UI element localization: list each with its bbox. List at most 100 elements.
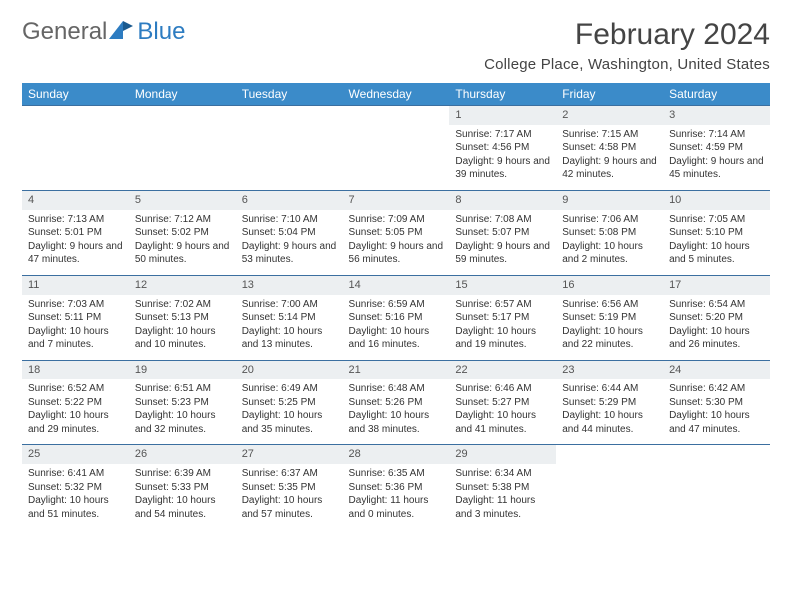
day-number: 18: [22, 361, 129, 380]
day-cell: [22, 106, 129, 191]
day-number: 15: [449, 276, 556, 295]
day-number: 23: [556, 361, 663, 380]
day-cell: 9Sunrise: 7:06 AMSunset: 5:08 PMDaylight…: [556, 190, 663, 275]
week-row: 25Sunrise: 6:41 AMSunset: 5:32 PMDayligh…: [22, 445, 770, 529]
day-cell: 16Sunrise: 6:56 AMSunset: 5:19 PMDayligh…: [556, 275, 663, 360]
day-details: Sunrise: 7:06 AMSunset: 5:08 PMDaylight:…: [556, 210, 663, 275]
day-number: 10: [663, 191, 770, 210]
day-details: Sunrise: 6:52 AMSunset: 5:22 PMDaylight:…: [22, 379, 129, 444]
day-details: Sunrise: 7:05 AMSunset: 5:10 PMDaylight:…: [663, 210, 770, 275]
day-details: Sunrise: 7:14 AMSunset: 4:59 PMDaylight:…: [663, 125, 770, 190]
day-details: Sunrise: 6:59 AMSunset: 5:16 PMDaylight:…: [343, 295, 450, 360]
day-number: 12: [129, 276, 236, 295]
day-cell: 26Sunrise: 6:39 AMSunset: 5:33 PMDayligh…: [129, 445, 236, 529]
month-title: February 2024: [484, 18, 770, 52]
day-number: 16: [556, 276, 663, 295]
day-number: 4: [22, 191, 129, 210]
day-cell: 19Sunrise: 6:51 AMSunset: 5:23 PMDayligh…: [129, 360, 236, 445]
day-details: Sunrise: 7:15 AMSunset: 4:58 PMDaylight:…: [556, 125, 663, 190]
day-number: 27: [236, 445, 343, 464]
day-details: Sunrise: 6:56 AMSunset: 5:19 PMDaylight:…: [556, 295, 663, 360]
day-cell: [129, 106, 236, 191]
title-block: February 2024 College Place, Washington,…: [484, 18, 770, 73]
day-details: Sunrise: 6:51 AMSunset: 5:23 PMDaylight:…: [129, 379, 236, 444]
day-details: Sunrise: 6:57 AMSunset: 5:17 PMDaylight:…: [449, 295, 556, 360]
day-header-row: SundayMondayTuesdayWednesdayThursdayFrid…: [22, 83, 770, 106]
day-details: Sunrise: 7:02 AMSunset: 5:13 PMDaylight:…: [129, 295, 236, 360]
day-cell: 14Sunrise: 6:59 AMSunset: 5:16 PMDayligh…: [343, 275, 450, 360]
day-header: Monday: [129, 83, 236, 106]
day-cell: 23Sunrise: 6:44 AMSunset: 5:29 PMDayligh…: [556, 360, 663, 445]
day-cell: [343, 106, 450, 191]
day-details: Sunrise: 7:03 AMSunset: 5:11 PMDaylight:…: [22, 295, 129, 360]
day-cell: 21Sunrise: 6:48 AMSunset: 5:26 PMDayligh…: [343, 360, 450, 445]
week-row: 11Sunrise: 7:03 AMSunset: 5:11 PMDayligh…: [22, 275, 770, 360]
week-row: 4Sunrise: 7:13 AMSunset: 5:01 PMDaylight…: [22, 190, 770, 275]
day-details: Sunrise: 6:48 AMSunset: 5:26 PMDaylight:…: [343, 379, 450, 444]
logo: General Blue: [22, 18, 185, 46]
day-cell: 29Sunrise: 6:34 AMSunset: 5:38 PMDayligh…: [449, 445, 556, 529]
day-cell: 8Sunrise: 7:08 AMSunset: 5:07 PMDaylight…: [449, 190, 556, 275]
day-details: Sunrise: 6:34 AMSunset: 5:38 PMDaylight:…: [449, 464, 556, 529]
week-row: 1Sunrise: 7:17 AMSunset: 4:56 PMDaylight…: [22, 106, 770, 191]
day-details: Sunrise: 6:42 AMSunset: 5:30 PMDaylight:…: [663, 379, 770, 444]
day-details: Sunrise: 7:00 AMSunset: 5:14 PMDaylight:…: [236, 295, 343, 360]
day-number: 2: [556, 106, 663, 125]
day-cell: 7Sunrise: 7:09 AMSunset: 5:05 PMDaylight…: [343, 190, 450, 275]
calendar-body: 1Sunrise: 7:17 AMSunset: 4:56 PMDaylight…: [22, 106, 770, 530]
day-number: 8: [449, 191, 556, 210]
calendar-table: SundayMondayTuesdayWednesdayThursdayFrid…: [22, 83, 770, 529]
day-header: Friday: [556, 83, 663, 106]
day-cell: 3Sunrise: 7:14 AMSunset: 4:59 PMDaylight…: [663, 106, 770, 191]
logo-text-2: Blue: [137, 18, 185, 46]
day-number: 21: [343, 361, 450, 380]
day-cell: [556, 445, 663, 529]
day-header: Sunday: [22, 83, 129, 106]
day-details: Sunrise: 6:39 AMSunset: 5:33 PMDaylight:…: [129, 464, 236, 529]
day-cell: 6Sunrise: 7:10 AMSunset: 5:04 PMDaylight…: [236, 190, 343, 275]
day-header: Tuesday: [236, 83, 343, 106]
day-details: Sunrise: 6:49 AMSunset: 5:25 PMDaylight:…: [236, 379, 343, 444]
day-number: 20: [236, 361, 343, 380]
day-number: 14: [343, 276, 450, 295]
day-cell: 12Sunrise: 7:02 AMSunset: 5:13 PMDayligh…: [129, 275, 236, 360]
day-number: 6: [236, 191, 343, 210]
day-header: Saturday: [663, 83, 770, 106]
day-header: Wednesday: [343, 83, 450, 106]
day-number: 29: [449, 445, 556, 464]
day-cell: 25Sunrise: 6:41 AMSunset: 5:32 PMDayligh…: [22, 445, 129, 529]
day-number: 3: [663, 106, 770, 125]
day-number: 1: [449, 106, 556, 125]
day-number: 7: [343, 191, 450, 210]
logo-text-1: General: [22, 18, 107, 46]
day-details: Sunrise: 7:10 AMSunset: 5:04 PMDaylight:…: [236, 210, 343, 275]
day-cell: 15Sunrise: 6:57 AMSunset: 5:17 PMDayligh…: [449, 275, 556, 360]
day-cell: 11Sunrise: 7:03 AMSunset: 5:11 PMDayligh…: [22, 275, 129, 360]
day-cell: [236, 106, 343, 191]
day-cell: 5Sunrise: 7:12 AMSunset: 5:02 PMDaylight…: [129, 190, 236, 275]
day-number: 9: [556, 191, 663, 210]
day-number: 17: [663, 276, 770, 295]
day-cell: [663, 445, 770, 529]
day-cell: 17Sunrise: 6:54 AMSunset: 5:20 PMDayligh…: [663, 275, 770, 360]
day-details: Sunrise: 6:44 AMSunset: 5:29 PMDaylight:…: [556, 379, 663, 444]
day-details: Sunrise: 6:46 AMSunset: 5:27 PMDaylight:…: [449, 379, 556, 444]
day-details: Sunrise: 6:35 AMSunset: 5:36 PMDaylight:…: [343, 464, 450, 529]
arrow-icon: [109, 18, 133, 46]
day-cell: 10Sunrise: 7:05 AMSunset: 5:10 PMDayligh…: [663, 190, 770, 275]
day-cell: 28Sunrise: 6:35 AMSunset: 5:36 PMDayligh…: [343, 445, 450, 529]
day-cell: 24Sunrise: 6:42 AMSunset: 5:30 PMDayligh…: [663, 360, 770, 445]
day-details: Sunrise: 6:41 AMSunset: 5:32 PMDaylight:…: [22, 464, 129, 529]
day-number: 28: [343, 445, 450, 464]
day-details: Sunrise: 6:54 AMSunset: 5:20 PMDaylight:…: [663, 295, 770, 360]
week-row: 18Sunrise: 6:52 AMSunset: 5:22 PMDayligh…: [22, 360, 770, 445]
day-number: 22: [449, 361, 556, 380]
day-cell: 18Sunrise: 6:52 AMSunset: 5:22 PMDayligh…: [22, 360, 129, 445]
day-number: 24: [663, 361, 770, 380]
day-number: 26: [129, 445, 236, 464]
location: College Place, Washington, United States: [484, 56, 770, 73]
day-cell: 13Sunrise: 7:00 AMSunset: 5:14 PMDayligh…: [236, 275, 343, 360]
day-details: Sunrise: 7:13 AMSunset: 5:01 PMDaylight:…: [22, 210, 129, 275]
header: General Blue February 2024 College Place…: [22, 18, 770, 73]
day-cell: 2Sunrise: 7:15 AMSunset: 4:58 PMDaylight…: [556, 106, 663, 191]
